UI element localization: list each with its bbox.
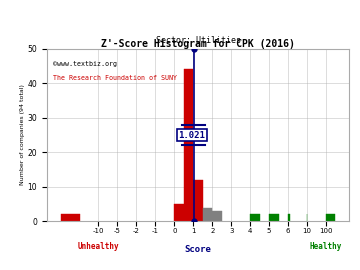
Title: Z'-Score Histogram for CPK (2016): Z'-Score Histogram for CPK (2016)	[101, 39, 295, 49]
Bar	[184, 69, 193, 221]
X-axis label: Score: Score	[185, 245, 211, 254]
Text: ©www.textbiz.org: ©www.textbiz.org	[53, 61, 117, 67]
Text: Unhealthy: Unhealthy	[78, 242, 119, 251]
Text: Healthy: Healthy	[310, 242, 342, 251]
Bar	[250, 214, 260, 221]
Text: 1.021: 1.021	[178, 130, 205, 140]
Bar	[174, 204, 184, 221]
Bar	[212, 211, 222, 221]
Text: Sector: Utilities: Sector: Utilities	[156, 36, 240, 45]
Bar	[60, 214, 80, 221]
Bar	[269, 214, 279, 221]
Bar	[203, 208, 212, 221]
Bar	[326, 214, 336, 221]
Text: The Research Foundation of SUNY: The Research Foundation of SUNY	[53, 75, 177, 80]
Y-axis label: Number of companies (94 total): Number of companies (94 total)	[19, 85, 24, 185]
Bar	[288, 214, 291, 221]
Bar	[193, 180, 203, 221]
